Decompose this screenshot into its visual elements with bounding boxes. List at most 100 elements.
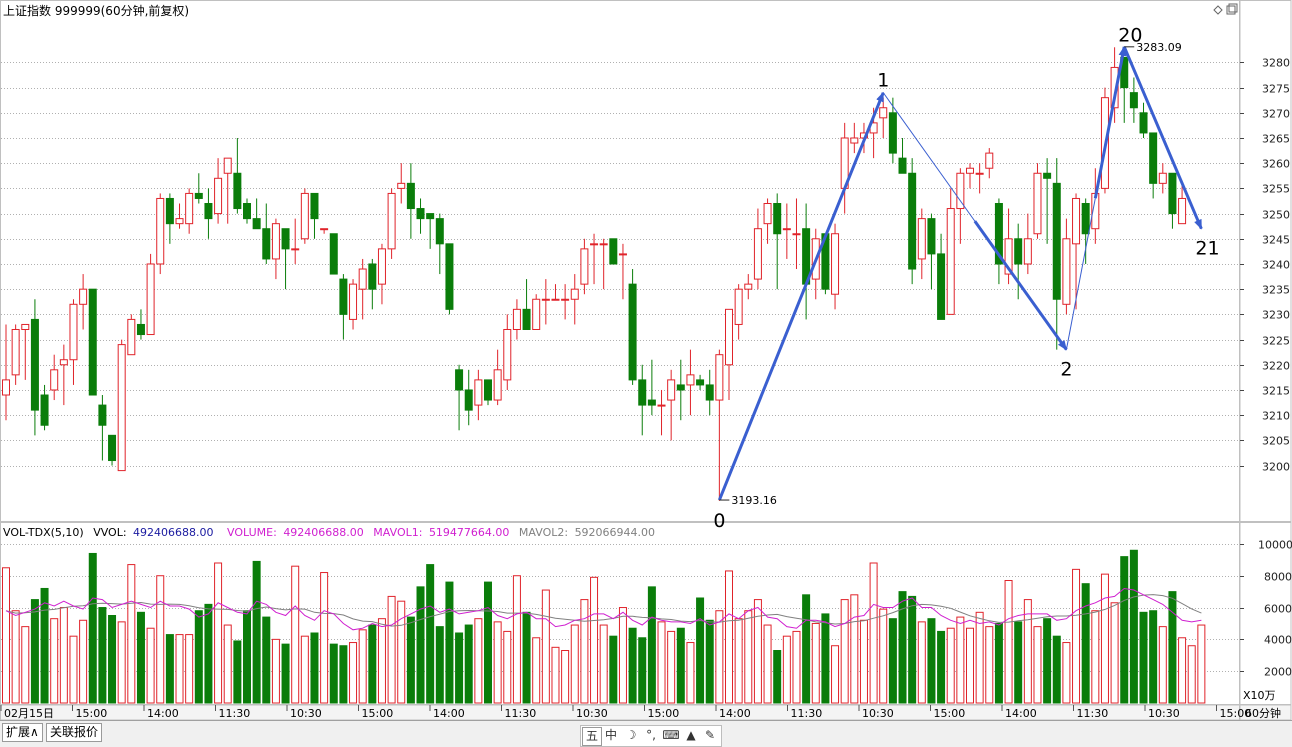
price-tick-label: 3230 <box>1262 309 1290 322</box>
volume-bar <box>782 635 791 704</box>
volume-bar <box>368 624 377 704</box>
vvol-label: VVOL: <box>93 526 126 539</box>
price-axis-panel <box>1239 0 1292 522</box>
candle-body <box>127 318 136 356</box>
candle-body <box>262 228 271 260</box>
wave-label: 2 <box>1060 359 1072 381</box>
candle-body <box>40 394 49 426</box>
candle-body <box>831 233 840 295</box>
volume-bar <box>570 624 579 704</box>
volume-bar <box>1004 580 1013 704</box>
candle-body <box>994 203 1003 265</box>
time-label: 15:00 <box>934 707 966 720</box>
tab-expand[interactable]: 扩展∧ <box>2 723 43 742</box>
volume-bar <box>927 618 936 704</box>
candle-body <box>108 434 117 462</box>
candle-body <box>464 389 473 411</box>
candle-body <box>59 359 68 366</box>
volume-bar <box>445 581 454 704</box>
period-label[interactable]: 60分钟 <box>1245 706 1281 720</box>
diamond-icon[interactable] <box>1213 5 1223 15</box>
volume-bar <box>455 632 464 704</box>
candle-body <box>676 384 685 391</box>
candle-body <box>194 192 203 199</box>
volume-bar <box>821 613 830 704</box>
candle-body <box>11 328 20 376</box>
keyboard-icon[interactable]: ⌨ <box>662 728 680 742</box>
candle-body <box>1158 172 1167 184</box>
wave-labels: 0 1 2 20 21 3193.16 3283.09 <box>713 24 1219 532</box>
price-tick-label: 3235 <box>1262 284 1290 297</box>
volume-bar <box>580 599 589 704</box>
volume-bar <box>435 626 444 704</box>
volume-bar <box>387 595 396 704</box>
time-label: 15:00 <box>1220 707 1252 720</box>
volume-bar <box>753 599 762 704</box>
candle-body <box>1149 132 1158 184</box>
volume-bar <box>599 624 608 704</box>
mavol2-value: 592066944.00 <box>575 526 655 539</box>
tab-related-quotes[interactable]: 关联报价 <box>46 723 103 742</box>
volume-bar <box>1197 624 1206 704</box>
volume-bar <box>850 594 859 704</box>
user-icon[interactable]: ▲ <box>686 728 696 742</box>
candle-body <box>185 192 194 225</box>
volume-bar <box>416 586 425 704</box>
volume-bar <box>705 619 714 704</box>
time-label: 10:30 <box>1148 707 1180 720</box>
candle-body <box>98 404 107 426</box>
candle-body <box>474 379 483 406</box>
volume-bar <box>165 634 174 704</box>
volume-bar <box>618 607 627 704</box>
volume-bar <box>1014 621 1023 704</box>
five-icon[interactable]: 五 <box>582 727 602 746</box>
punctuation-icon[interactable]: °, <box>646 728 656 742</box>
volume-tick-label: 6000 <box>1264 603 1292 616</box>
volume-tick-label: 8000 <box>1264 571 1292 584</box>
volume-bar <box>1178 637 1187 704</box>
volume-bar <box>898 591 907 704</box>
volume-bar <box>310 632 319 704</box>
candle-body <box>435 218 444 245</box>
volume-bar <box>1168 591 1177 704</box>
volume-bar <box>484 581 492 704</box>
volume-bar <box>1023 599 1032 704</box>
time-label: 14:00 <box>433 707 465 720</box>
mavol1-line <box>5 587 1202 631</box>
volume-bar <box>194 610 203 704</box>
volume-bar <box>233 640 242 704</box>
wave-arrows <box>717 45 1203 501</box>
chinese-input-icon[interactable]: 中 <box>604 728 617 742</box>
price-tick-label: 3240 <box>1262 259 1290 272</box>
volume-bar <box>406 616 415 704</box>
moon-icon[interactable]: ☽ <box>625 728 637 742</box>
volume-tick-label: 4000 <box>1264 634 1292 647</box>
toolbar-icons: 五 中 ☽ °, ⌨ ▲ ✎ <box>580 725 722 747</box>
volume-bar <box>657 621 666 704</box>
candle-body <box>30 318 39 411</box>
price-tick-label: 3200 <box>1262 461 1290 474</box>
volume-bar <box>339 645 348 704</box>
volume-axis-panel <box>1239 522 1292 705</box>
time-label: 14:00 <box>147 707 179 720</box>
price-tick-label: 3245 <box>1262 234 1290 247</box>
time-label: 02月15日 <box>4 707 54 720</box>
volume-bar <box>879 608 888 704</box>
candle-body <box>1129 92 1138 109</box>
volume-bar <box>2 567 10 704</box>
volume-bar <box>69 635 78 704</box>
candle-body <box>879 107 888 119</box>
candle-body <box>725 308 733 366</box>
candle-body <box>985 152 994 169</box>
chart-title: 上证指数 999999(60分钟,前复权) <box>3 3 189 18</box>
wrench-icon[interactable]: ✎ <box>704 728 716 742</box>
time-axis-bar <box>0 704 1240 721</box>
mavol1-label: MAVOL1: <box>373 526 422 539</box>
price-tick-label: 3280 <box>1262 57 1290 70</box>
candle-body <box>1033 172 1042 235</box>
candle-body <box>1023 238 1032 265</box>
price-tick-label: 3215 <box>1262 385 1290 398</box>
wave-arrow <box>1122 46 1203 230</box>
window-icon[interactable] <box>1226 3 1238 15</box>
volume-bar <box>946 627 955 704</box>
